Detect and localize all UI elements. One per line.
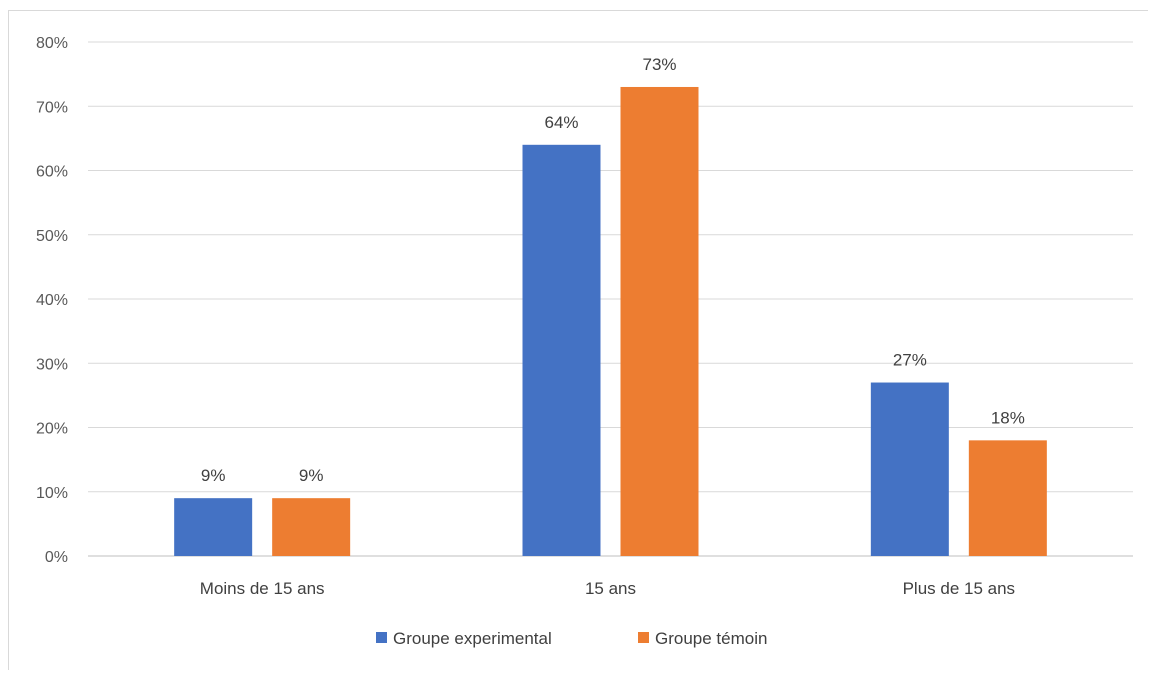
data-label: 27%	[893, 351, 927, 370]
bar	[174, 498, 253, 556]
y-tick-label: 70%	[36, 99, 68, 116]
y-tick-label: 0%	[45, 549, 68, 566]
data-label: 64%	[544, 113, 578, 132]
y-tick-label: 10%	[36, 485, 68, 502]
x-tick-label: Plus de 15 ans	[903, 579, 1015, 598]
y-tick-label: 50%	[36, 228, 68, 245]
y-tick-label: 20%	[36, 421, 68, 438]
x-tick-label: Moins de 15 ans	[200, 579, 325, 598]
bar	[522, 144, 601, 557]
legend-label: Groupe experimental	[393, 629, 552, 648]
y-tick-label: 40%	[36, 292, 68, 309]
y-tick-label: 60%	[36, 164, 68, 181]
bar	[870, 382, 949, 556]
y-tick-label: 30%	[36, 356, 68, 373]
chart-frame	[8, 10, 1148, 670]
x-tick-label: 15 ans	[585, 579, 636, 598]
data-label: 18%	[991, 408, 1025, 427]
y-tick-label: 80%	[36, 35, 68, 52]
legend-swatch	[638, 632, 649, 643]
bar	[620, 86, 699, 556]
bar	[968, 440, 1047, 556]
data-label: 9%	[201, 466, 226, 485]
bar	[272, 498, 351, 556]
legend-swatch	[376, 632, 387, 643]
data-label: 9%	[299, 466, 324, 485]
legend-label: Groupe témoin	[655, 629, 767, 648]
data-label: 73%	[642, 55, 676, 74]
